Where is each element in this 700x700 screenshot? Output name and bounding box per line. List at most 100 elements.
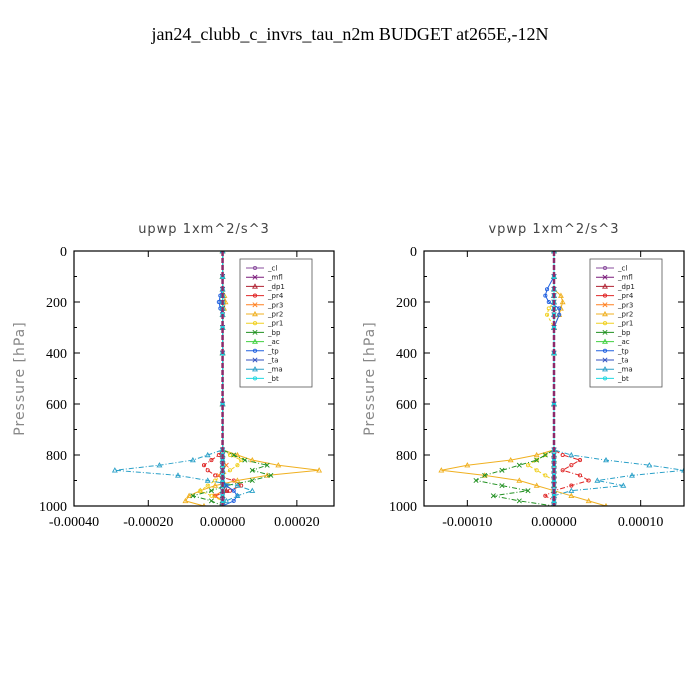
legend-label: _tp [267, 347, 279, 355]
legend-label: _bp [617, 329, 631, 337]
plot-area [111, 251, 323, 506]
figure-title: jan24_clubb_c_invrs_tau_n2m BUDGET at265… [150, 24, 548, 44]
data-point [235, 463, 240, 468]
data-point [216, 299, 221, 305]
data-point [516, 462, 522, 468]
data-point [252, 338, 258, 344]
y-axis-label: Pressure [hPa] [362, 321, 378, 435]
data-point [586, 478, 591, 483]
y-tick-label: 400 [46, 347, 67, 362]
data-point [234, 482, 241, 488]
y-tick-label: 600 [46, 398, 67, 413]
data-point [205, 468, 210, 473]
data-point [534, 457, 540, 463]
plot-frame [423, 250, 685, 507]
x-tick-label: -0.00020 [123, 515, 173, 530]
data-point [252, 376, 258, 381]
plot-frame [73, 250, 335, 507]
data-point [252, 265, 258, 271]
data-point [231, 488, 236, 493]
data-point [252, 283, 258, 289]
data-point [551, 503, 557, 506]
data-point [602, 283, 608, 289]
data-point [209, 493, 214, 498]
legend-label: _dp1 [617, 283, 635, 291]
data-point [205, 483, 210, 488]
data-point [316, 467, 323, 473]
series-line-ma [114, 251, 254, 506]
data-point [227, 488, 233, 493]
legend-label: _tp [617, 347, 629, 355]
data-point [681, 467, 684, 473]
data-point [602, 338, 608, 344]
legend-label: _pr1 [617, 320, 633, 328]
y-tick-label: 0 [60, 245, 67, 260]
x-tick-label: -0.00010 [442, 515, 492, 530]
legend-label: _ta [617, 357, 629, 365]
data-point [516, 477, 523, 483]
data-point [569, 483, 574, 488]
legend-label: _bt [267, 375, 279, 383]
data-point [208, 498, 214, 504]
data-point [543, 293, 548, 298]
data-point [602, 348, 608, 353]
chart-panel-2: vpwp 1xm^2/s^3 Pressure [hPa] 0 200 400 600 80… [362, 222, 685, 530]
y-tick-label: 800 [396, 449, 417, 464]
data-point [602, 274, 608, 280]
data-point [577, 458, 583, 463]
data-point [568, 492, 575, 499]
data-point [560, 468, 565, 473]
data-point [252, 293, 258, 298]
legend-label: _cl [267, 265, 277, 273]
data-point [252, 274, 258, 280]
data-point [585, 497, 592, 504]
data-point [533, 451, 540, 458]
data-point [602, 357, 608, 363]
data-point [507, 456, 514, 463]
y-axis-label: Pressure [hPa] [12, 321, 28, 435]
data-point [239, 483, 244, 488]
data-point [577, 473, 583, 478]
legend-label: _pr4 [267, 292, 284, 300]
data-point [189, 456, 196, 463]
y-tick-label: 200 [396, 296, 417, 311]
data-point [234, 492, 241, 499]
data-point [629, 472, 635, 478]
series-line-pr2 [184, 251, 320, 506]
data-point [464, 462, 471, 468]
data-point [557, 306, 562, 311]
data-point [213, 473, 218, 478]
data-point [602, 310, 608, 317]
data-point [268, 472, 274, 478]
x-tick-label: 0.00020 [274, 515, 320, 530]
data-point [516, 498, 522, 504]
y-tick-label: 1000 [39, 500, 67, 515]
legend-label: _ac [617, 338, 630, 346]
data-point [264, 472, 271, 478]
data-point [186, 492, 193, 499]
data-point [646, 462, 653, 468]
data-point [252, 310, 258, 317]
data-point [543, 452, 548, 458]
data-point [568, 487, 575, 493]
legend-label: _pr2 [617, 311, 633, 319]
data-point [252, 366, 258, 372]
data-point [242, 457, 248, 463]
data-point [602, 265, 608, 271]
data-point [557, 292, 564, 298]
chart-panels: upwp 1xm^2/s^3 Pressure [hPa] 0 200 400 600 80… [12, 222, 685, 530]
y-tick-label: 400 [396, 347, 417, 362]
data-point [264, 462, 270, 468]
legend-label: _pr2 [267, 311, 283, 319]
chart-panel-1: upwp 1xm^2/s^3 Pressure [hPa] 0 200 400 600 80… [12, 222, 335, 530]
data-point [204, 451, 211, 458]
legend-label: _pr3 [267, 301, 283, 309]
data-point [216, 452, 221, 458]
data-point [482, 472, 488, 478]
data-point [438, 467, 445, 473]
data-point [602, 366, 608, 372]
y-tick-label: 200 [46, 296, 67, 311]
y-tick-label: 1000 [389, 500, 417, 515]
data-point [252, 329, 258, 335]
